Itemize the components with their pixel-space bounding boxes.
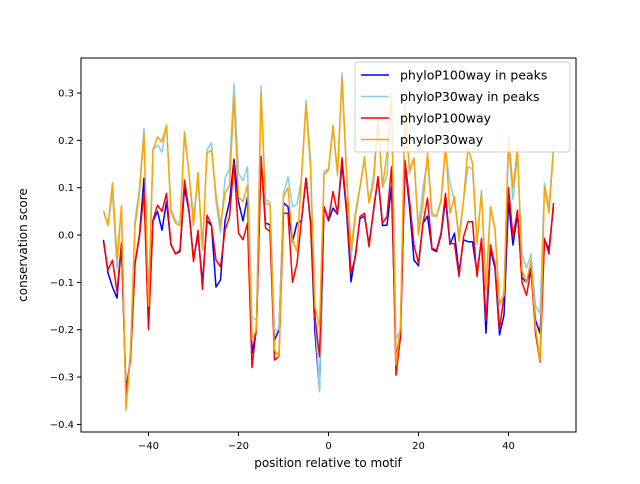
series-line-3 <box>102 77 555 411</box>
series-lines <box>102 72 555 411</box>
legend-label-0: phyloP100way in peaks <box>400 68 547 83</box>
y-axis: −0.4 −0.3 −0.2 −0.1 0.0 0.1 0.2 0.3 <box>50 89 81 431</box>
x-tick-label: −40 <box>138 441 159 452</box>
y-tick-label: 0.2 <box>58 136 74 147</box>
x-tick-label: 20 <box>412 441 425 452</box>
y-tick-label: 0.1 <box>58 183 74 194</box>
legend-label-2: phyloP100way <box>400 111 492 126</box>
legend-box <box>354 61 571 153</box>
y-tick-label: −0.2 <box>50 325 74 336</box>
legend-label-3: phyloP30way <box>400 132 484 147</box>
y-tick-label: −0.3 <box>50 373 74 384</box>
x-tick-label: 40 <box>502 441 515 452</box>
y-tick-label: 0.3 <box>58 89 74 100</box>
y-tick-label: −0.1 <box>50 278 74 289</box>
legend: phyloP100way in peaks phyloP30way in peak… <box>354 61 571 153</box>
x-axis: −40 −20 0 20 40 <box>138 432 515 452</box>
x-tick-label: −20 <box>228 441 249 452</box>
series-line-2 <box>102 155 555 395</box>
x-tick-label: 0 <box>325 441 331 452</box>
y-axis-label: conservation score <box>16 188 30 302</box>
x-axis-label: position relative to motif <box>254 456 402 470</box>
legend-label-1: phyloP30way in peaks <box>400 89 539 104</box>
y-tick-label: −0.4 <box>50 420 74 431</box>
y-tick-label: 0.0 <box>58 231 74 242</box>
